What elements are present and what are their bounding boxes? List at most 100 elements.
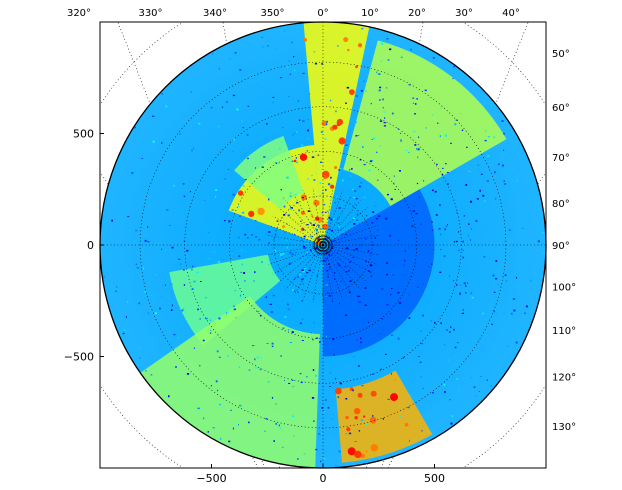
speckle — [301, 255, 304, 257]
speckle — [279, 147, 281, 150]
speckle — [253, 280, 255, 282]
speckle — [543, 252, 545, 254]
speckle — [155, 273, 157, 276]
speckle — [382, 417, 384, 420]
speckle — [115, 290, 117, 292]
speckle — [216, 350, 219, 353]
speckle — [220, 437, 222, 440]
speckle — [127, 216, 130, 218]
speckle — [326, 251, 328, 253]
speckle — [144, 291, 147, 293]
speckle — [415, 213, 418, 215]
speckle — [446, 329, 448, 331]
speckle — [389, 48, 392, 51]
speckle — [325, 284, 328, 286]
speckle — [349, 261, 351, 263]
speckle — [418, 136, 419, 139]
speckle — [338, 169, 341, 171]
speckle — [303, 268, 306, 270]
speckle — [319, 341, 321, 343]
speckle — [445, 226, 447, 228]
hot-cell — [299, 153, 308, 161]
speckle — [325, 296, 327, 297]
speckle — [335, 377, 337, 380]
speckle — [374, 205, 376, 207]
speckle — [405, 149, 408, 152]
speckle — [355, 135, 358, 137]
speckle — [301, 269, 304, 271]
speckle — [366, 215, 368, 217]
speckle — [357, 300, 360, 303]
speckle — [295, 131, 298, 133]
speckle — [462, 240, 464, 243]
hot-cell — [330, 184, 335, 189]
speckle — [210, 199, 212, 202]
speckle — [317, 154, 320, 156]
speckle — [372, 137, 376, 140]
speckle — [318, 433, 321, 435]
speckle — [537, 240, 540, 243]
hot-cell — [303, 38, 307, 42]
speckle — [321, 212, 323, 214]
speckle — [184, 310, 186, 313]
speckle — [377, 229, 379, 231]
speckle — [272, 238, 276, 240]
top-longitude-label: 350° — [260, 8, 284, 19]
speckle — [365, 263, 367, 265]
speckle-noise — [103, 28, 545, 467]
speckle — [467, 282, 469, 284]
speckle — [323, 259, 325, 262]
radial-line — [293, 194, 324, 246]
speckle — [289, 208, 292, 210]
speckle — [331, 247, 334, 249]
speckle — [357, 261, 359, 263]
top-longitude-label: 330° — [138, 8, 162, 19]
speckle — [186, 373, 190, 375]
speckle — [338, 207, 341, 209]
speckle — [284, 316, 287, 318]
speckle — [465, 285, 467, 287]
speckle — [271, 397, 274, 399]
speckle — [516, 180, 518, 182]
speckle — [371, 139, 373, 140]
hot-cell — [293, 159, 297, 163]
speckle — [330, 372, 332, 374]
speckle — [315, 374, 317, 377]
speckle — [193, 280, 196, 283]
speckle — [379, 333, 381, 335]
speckle — [234, 316, 237, 318]
speckle — [345, 144, 348, 147]
radial-line — [268, 224, 324, 246]
speckle — [491, 323, 493, 325]
speckle — [255, 366, 258, 369]
speckle — [444, 228, 446, 231]
speckle — [299, 273, 301, 276]
speckle — [495, 278, 498, 280]
speckle — [307, 118, 309, 121]
reflectivity-region-4 — [169, 254, 281, 346]
speckle — [239, 294, 241, 297]
speckle — [268, 198, 270, 201]
speckle — [294, 259, 296, 262]
speckle — [254, 271, 256, 274]
speckle — [254, 358, 256, 361]
speckle — [242, 185, 245, 187]
speckle — [287, 214, 290, 217]
radial-line — [322, 224, 378, 246]
speckle — [296, 212, 297, 215]
speckle — [366, 262, 368, 264]
speckle — [303, 235, 306, 238]
speckle — [317, 268, 319, 269]
speckle — [182, 308, 185, 310]
speckle — [338, 264, 341, 267]
radial-line — [322, 190, 344, 246]
speckle — [451, 415, 454, 417]
speckle — [428, 266, 430, 268]
speckle — [450, 422, 453, 425]
speckle — [266, 343, 269, 344]
speckle — [391, 308, 394, 311]
speckle — [278, 28, 280, 30]
radial-line — [322, 244, 368, 283]
speckle — [493, 136, 496, 139]
speckle — [437, 122, 439, 124]
